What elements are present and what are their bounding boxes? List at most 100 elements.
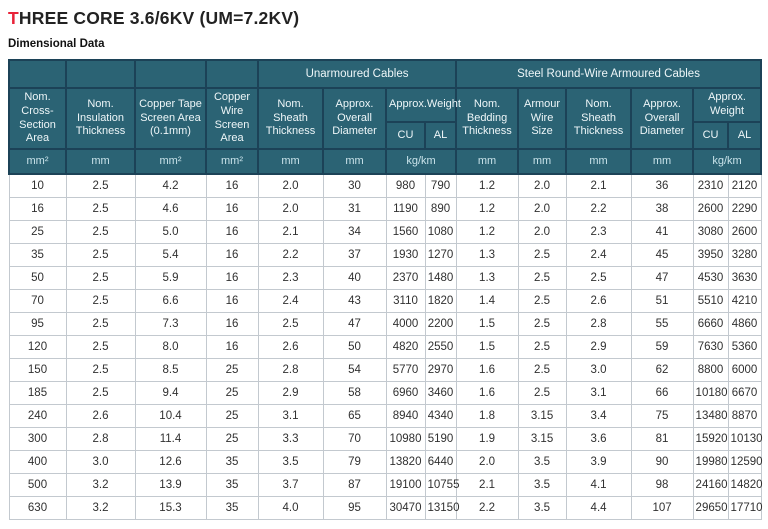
table-cell: 1930 — [385, 242, 426, 267]
table-cell: 6960 — [385, 380, 426, 405]
table-cell: 1480 — [424, 265, 457, 290]
table-cell: 2.1 — [565, 173, 632, 198]
table-cell: 1.3 — [455, 242, 519, 267]
table-cell: 150 — [8, 357, 67, 382]
group-header-empty — [8, 59, 67, 89]
table-cell: 2.5 — [65, 380, 136, 405]
table-cell: 8.0 — [134, 334, 207, 359]
table-cell: 95 — [8, 311, 67, 336]
table-cell: 98 — [630, 472, 694, 497]
table-body: 10 2.5 4.2 16 2.0 30 980 790 1.2 2.0 2.1 36 2310 2120… — [8, 173, 763, 520]
table-cell: 3.1 — [565, 380, 632, 405]
table-cell: 2.0 — [517, 219, 567, 244]
table-cell: 890 — [424, 196, 457, 221]
table-cell: 3.2 — [65, 472, 136, 497]
table-cell: 35 — [205, 495, 259, 520]
table-cell: 2.5 — [517, 265, 567, 290]
subheader-al-unarmoured: AL — [423, 121, 458, 150]
table-cell: 2600 — [727, 219, 762, 244]
table-cell: 4.4 — [565, 495, 632, 520]
table-cell: 2.5 — [565, 265, 632, 290]
table-cell: 3.4 — [565, 403, 632, 428]
table-cell: 2.5 — [65, 311, 136, 336]
table-cell: 5510 — [692, 288, 729, 313]
table-cell: 2290 — [727, 196, 762, 221]
table-cell: 2550 — [424, 334, 457, 359]
table-cell: 3.3 — [257, 426, 324, 451]
table-cell: 24160 — [692, 472, 729, 497]
table-cell: 50 — [322, 334, 387, 359]
table-cell: 3280 — [727, 242, 762, 267]
subheader-cu-armoured: CU — [692, 121, 730, 150]
table-cell: 10980 — [385, 426, 426, 451]
table-cell: 1820 — [424, 288, 457, 313]
table-row: 95 2.5 7.3 16 2.5 47 4000 2200 1.5 2.5 2.8 55 6660 48… — [8, 311, 762, 336]
table-cell: 3.1 — [257, 403, 324, 428]
table-cell: 59 — [630, 334, 694, 359]
table-cell: 1.2 — [455, 196, 519, 221]
table-cell: 2.0 — [517, 196, 567, 221]
unit-cell: mm — [517, 148, 568, 175]
table-cell: 1.2 — [455, 173, 519, 198]
table-cell: 1560 — [385, 219, 426, 244]
table-cell: 47 — [630, 265, 694, 290]
table-cell: 35 — [8, 242, 67, 267]
col-header-weight-unarmoured: Approx.Weight — [384, 86, 461, 124]
unit-cell: mm² — [8, 148, 67, 175]
table-cell: 3.5 — [517, 472, 567, 497]
title-accent-letter: T — [8, 8, 19, 28]
table-cell: 25 — [205, 403, 259, 428]
unit-cell: kg/km — [384, 148, 458, 175]
table-cell: 30 — [322, 173, 387, 198]
unit-cell: mm² — [134, 148, 207, 175]
table-header: Unarmoured Cables Steel Round-Wire Armou… — [8, 59, 763, 175]
group-header-empty — [134, 59, 207, 89]
table-cell: 5190 — [424, 426, 457, 451]
table-cell: 2120 — [727, 173, 762, 198]
table-cell: 4.2 — [134, 173, 207, 198]
table-row: 120 2.5 8.0 16 2.6 50 4820 2550 1.5 2.5 2.9 59 7630 5… — [8, 334, 762, 359]
table-cell: 11.4 — [134, 426, 207, 451]
col-header-sheath-unarmoured: Nom. Sheath Thickness — [257, 87, 324, 150]
table-cell: 1.5 — [455, 334, 519, 359]
table-cell: 2.9 — [257, 380, 324, 405]
page-title: THREE CORE 3.6/6KV (UM=7.2KV) — [8, 8, 760, 29]
table-cell: 79 — [322, 449, 387, 474]
table-cell: 2.5 — [65, 173, 136, 198]
table-cell: 3080 — [692, 219, 729, 244]
table-cell: 55 — [630, 311, 694, 336]
table-cell: 2.5 — [65, 219, 136, 244]
table-cell: 7.3 — [134, 311, 207, 336]
table-cell: 120 — [8, 334, 67, 359]
table-cell: 6660 — [692, 311, 729, 336]
table-cell: 4.1 — [565, 472, 632, 497]
table-cell: 6000 — [727, 357, 762, 382]
table-cell: 45 — [630, 242, 694, 267]
table-cell: 35 — [205, 472, 259, 497]
group-header-empty — [205, 59, 259, 89]
table-cell: 16 — [205, 265, 259, 290]
col-header-cross-section: Nom. Cross-Section Area — [8, 87, 67, 150]
table-cell: 1080 — [424, 219, 457, 244]
table-cell: 300 — [8, 426, 67, 451]
dimensional-data-table: Unarmoured Cables Steel Round-Wire Armou… — [8, 59, 763, 520]
table-cell: 47 — [322, 311, 387, 336]
table-row: 35 2.5 5.4 16 2.2 37 1930 1270 1.3 2.5 2.4 45 3950 32… — [8, 242, 762, 267]
table-row: 500 3.2 13.9 35 3.7 87 19100 10755 2.1 3.5 4.1 98 24… — [8, 472, 763, 497]
group-header-empty — [65, 59, 136, 89]
table-cell: 8940 — [385, 403, 426, 428]
table-cell: 3.6 — [565, 426, 632, 451]
table-cell: 3.5 — [517, 449, 567, 474]
table-cell: 29650 — [692, 495, 729, 520]
table-cell: 1.5 — [455, 311, 519, 336]
table-cell: 8800 — [692, 357, 729, 382]
table-cell: 2600 — [692, 196, 729, 221]
table-cell: 980 — [385, 173, 426, 198]
table-cell: 13820 — [385, 449, 426, 474]
table-cell: 4860 — [727, 311, 762, 336]
table-cell: 630 — [8, 495, 67, 520]
table-cell: 2.5 — [517, 311, 567, 336]
table-cell: 95 — [322, 495, 387, 520]
table-cell: 2.2 — [455, 495, 519, 520]
